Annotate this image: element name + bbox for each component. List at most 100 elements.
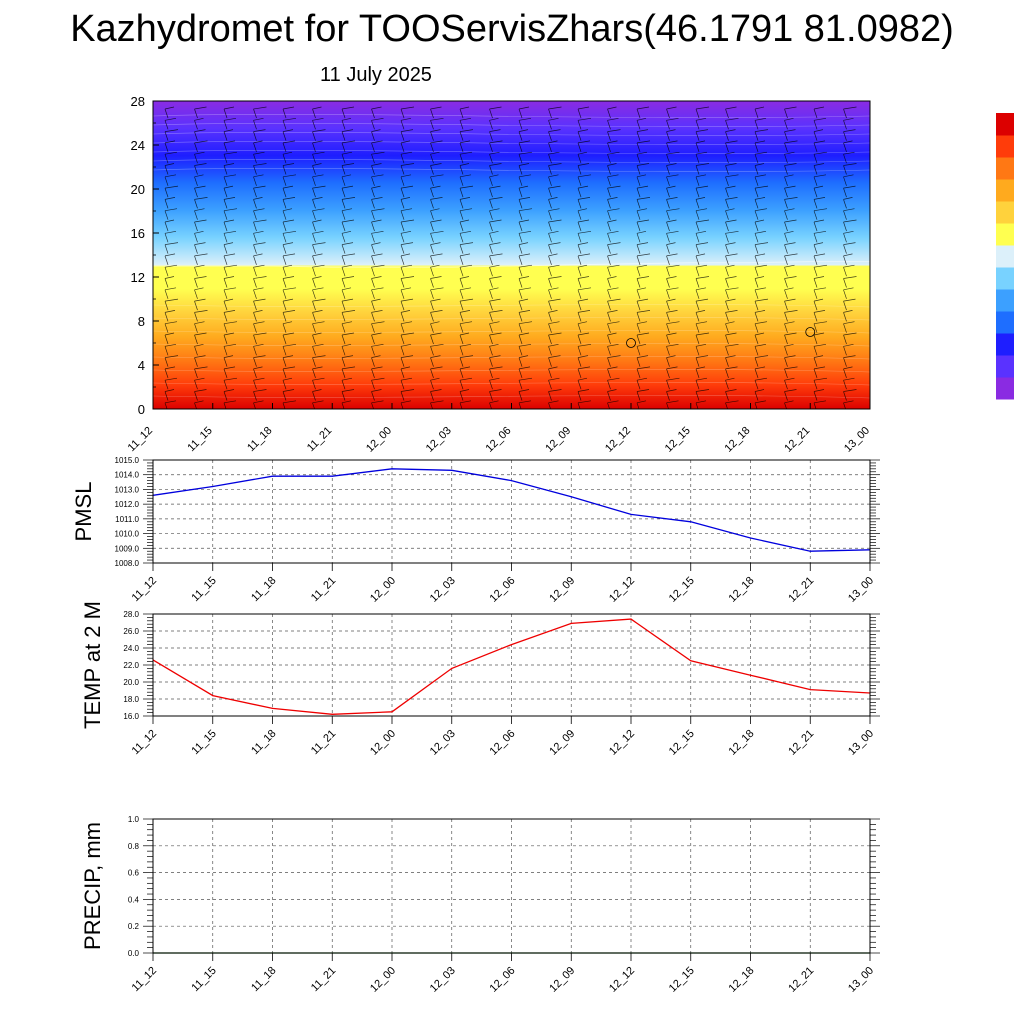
wind-barb [754,298,769,311]
wind-barb [695,310,706,322]
wind-barb [489,253,503,266]
wind-barb [813,321,828,333]
wind-barb [253,264,265,277]
wind-barb [607,163,617,175]
wind-barb [548,332,562,345]
wind-barb [784,310,798,322]
wind-barb [253,321,265,333]
wind-barb [400,389,415,401]
wind-barb [695,140,706,153]
freezing-level-contour [153,261,870,268]
wind-barb [312,140,323,153]
wind-barb [400,400,412,409]
x-tick-label: 11_12 [130,965,160,995]
x-tick-label: 12_03 [428,965,458,995]
wind-barb [459,343,472,356]
wind-barb [813,106,825,119]
wind-barb [607,310,618,322]
wind-barb [400,197,411,209]
wind-barb [400,174,412,186]
wind-barb [489,242,501,254]
wind-barb [282,106,295,119]
wind-barb [607,389,617,401]
wind-barb [607,377,620,390]
wind-barb [164,242,179,254]
colorbar-segment [996,135,1014,158]
wind-barb [341,389,355,401]
wind-barb [695,208,708,220]
wind-barb [459,174,472,186]
wind-barb [312,298,326,311]
wind-barb [843,310,853,322]
wind-barb [607,117,619,130]
colorbar-segment [996,245,1014,268]
wind-barb [607,343,619,356]
x-tick-label: 12_06 [488,965,518,995]
wind-barb [636,106,650,119]
wind-barb [223,140,236,153]
wind-barb [754,106,765,119]
colorbar-segment [996,157,1014,180]
contour-low-marker [805,327,816,337]
wind-barb [725,174,739,186]
wind-barb [194,400,204,409]
wind-barb [223,343,237,356]
wind-barb [843,264,855,277]
wind-barb [725,264,735,277]
wind-barb [253,253,263,266]
wind-barb [430,276,442,288]
wind-barb [666,151,680,164]
wind-barb [282,151,293,164]
wind-barb [607,298,621,311]
x-tick-label: 11_18 [245,425,275,455]
contour-low-marker [626,338,636,348]
wind-barb [459,264,473,277]
y-tick-label: 24 [131,138,145,153]
x-tick-label: 13_00 [846,965,876,995]
wind-barb [194,219,207,232]
wind-barb [400,332,415,345]
wind-barb [430,310,443,322]
x-tick-label: 12_09 [547,965,577,995]
wind-barb [194,242,206,254]
wind-barb [843,253,853,266]
wind-barb [607,253,618,266]
wind-barb [843,400,854,409]
wind-barb [371,298,381,311]
wind-barb [489,400,499,409]
wind-barb [223,219,235,232]
wind-barb [813,208,828,220]
wind-barb [194,208,205,220]
wind-barb [666,287,679,299]
wind-barb [459,321,473,333]
wind-barb [636,208,648,220]
y-tick-label: 0.6 [128,869,140,878]
y-tick-label: 4 [138,358,145,373]
wind-barb [666,355,676,367]
wind-barb [459,117,472,130]
wind-barb [341,253,356,266]
wind-barb [253,197,263,209]
wind-barb [725,117,739,130]
x-tick-label: 12_00 [368,965,398,995]
wind-barb [341,163,355,175]
wind-barb [489,366,503,379]
pmsl-data-point [809,550,811,552]
wind-barb [282,377,293,390]
wind-barb [312,117,324,130]
wind-barb [341,197,356,209]
wind-barb [813,400,827,409]
x-tick-label: 12_03 [424,425,454,455]
wind-barb [636,287,647,299]
wind-barb [548,355,561,367]
wind-barb [577,117,592,130]
wind-barb [253,366,263,379]
wind-barb [459,219,470,232]
wind-barb [489,298,501,311]
wind-barb [430,332,442,345]
wind-barb [577,355,589,367]
wind-barb [843,287,854,299]
wind-barb [636,185,649,198]
wind-barb [194,174,204,186]
wind-barb [843,242,856,254]
